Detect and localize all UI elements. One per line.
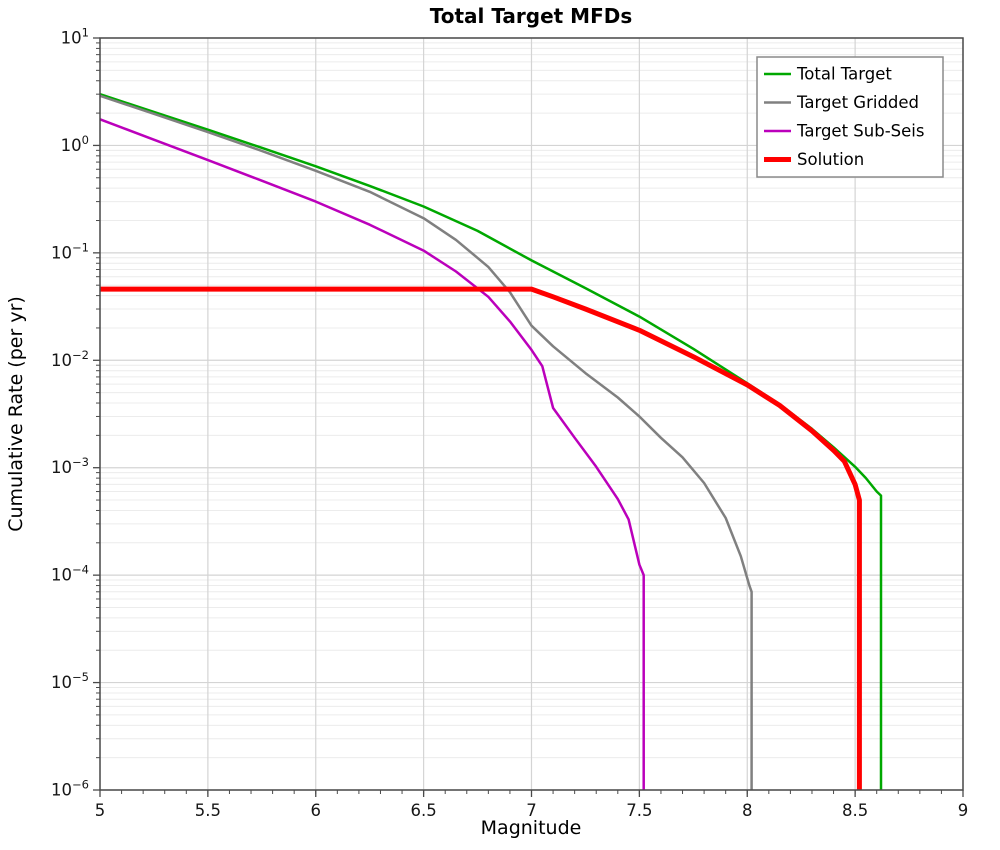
axis-ticks (93, 37, 964, 797)
chart-title: Total Target MFDs (430, 4, 633, 28)
x-tick-label: 8 (742, 801, 753, 820)
x-tick-label: 5 (95, 801, 106, 820)
series-target-sub-seis (99, 118, 645, 790)
x-tick-label: 6 (311, 801, 322, 820)
y-tick-label: 101 (61, 26, 89, 48)
legend-label: Total Target (796, 65, 892, 84)
y-tick-label: 10−5 (51, 670, 89, 692)
y-tick-label: 10−2 (51, 348, 89, 370)
x-tick-label: 6.5 (411, 801, 437, 820)
y-tick-label: 100 (61, 133, 89, 155)
legend-item-solution: Solution (764, 150, 864, 169)
legend-item-total-target: Total Target (764, 65, 892, 84)
x-tick-label: 9 (958, 801, 969, 820)
legend-label: Target Gridded (796, 93, 919, 112)
series-target-gridded (99, 94, 753, 790)
plot-area: 5 5.5 6 6.5 7 7.5 8 8.5 9 101 100 10−1 10−2 10−3 10−4 1… (51, 26, 968, 821)
series-lines (99, 93, 883, 790)
x-tick-label: 7.5 (626, 801, 652, 820)
legend-label: Solution (797, 150, 864, 169)
y-tick-label: 10−4 (51, 563, 89, 585)
series-solution (100, 286, 862, 790)
y-tick-label: 10−6 (51, 778, 89, 800)
y-tick-label: 10−3 (51, 455, 89, 477)
y-axis-label: Cumulative Rate (per yr) (5, 296, 27, 532)
legend: Total Target Target Gridded Target Sub-Sei… (756, 56, 944, 178)
legend-label: Target Sub-Seis (796, 122, 924, 141)
x-tick-label: 7 (526, 801, 537, 820)
legend-item-target-sub-seis: Target Sub-Seis (764, 122, 924, 141)
y-tick-label: 10−1 (51, 240, 89, 262)
x-tick-label: 5.5 (195, 801, 221, 820)
series-total-target (99, 93, 883, 790)
legend-item-target-gridded: Target Gridded (764, 93, 919, 112)
x-tick-label: 8.5 (842, 801, 868, 820)
x-axis-label: Magnitude (481, 817, 582, 839)
